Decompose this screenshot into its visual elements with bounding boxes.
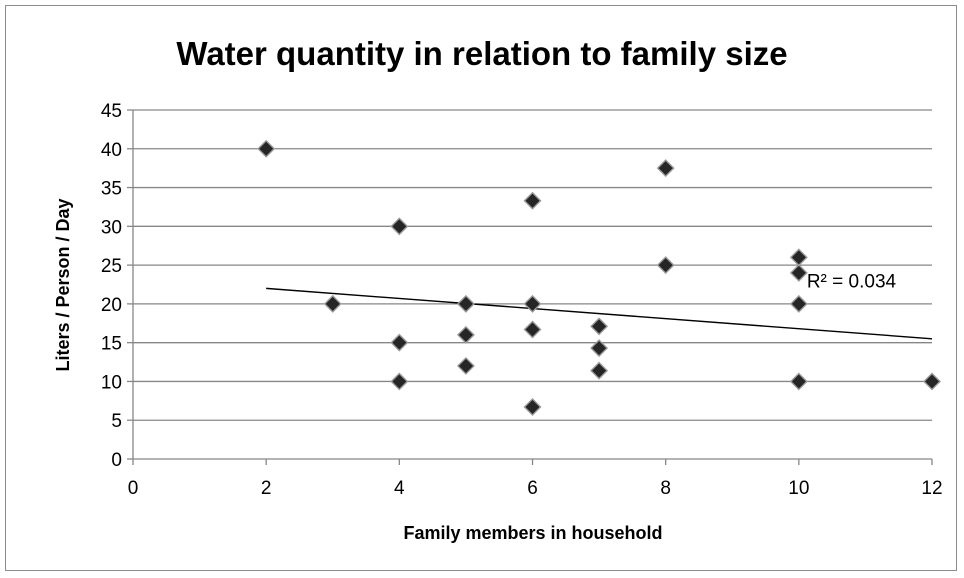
data-point <box>523 320 542 339</box>
data-point <box>523 191 542 210</box>
chart-title: Water quantity in relation to family siz… <box>176 35 787 72</box>
y-tick-label: 0 <box>111 450 122 471</box>
gridlines <box>127 109 932 460</box>
data-point <box>590 361 609 380</box>
data-point <box>590 317 609 336</box>
data-point <box>523 294 542 313</box>
r-squared-label: R² = 0.034 <box>807 271 897 292</box>
y-tick-label: 30 <box>101 217 122 238</box>
x-tick-label: 2 <box>261 478 272 499</box>
data-point <box>656 256 675 275</box>
trendline-group: R² = 0.034 <box>266 271 933 340</box>
data-points <box>257 139 941 417</box>
x-tick-label: 0 <box>128 478 139 499</box>
x-tick-label: 12 <box>921 478 942 499</box>
x-tick-label: 6 <box>527 478 538 499</box>
data-point <box>257 139 276 158</box>
data-point <box>789 263 808 282</box>
x-tick-label: 4 <box>394 478 405 499</box>
y-tick-label: 5 <box>111 411 122 432</box>
data-point <box>323 294 342 313</box>
data-point <box>923 372 941 391</box>
x-tick-label: 10 <box>788 478 809 499</box>
data-point <box>390 217 409 236</box>
y-tick-label: 35 <box>101 179 122 200</box>
y-tick-labels: 0 5 10 15 20 25 30 35 40 45 <box>101 101 122 471</box>
data-point <box>523 398 542 417</box>
x-tick-label: 8 <box>660 478 671 499</box>
x-tick-labels: 0 2 4 6 8 10 12 <box>128 478 943 499</box>
data-point <box>789 294 808 313</box>
axes <box>132 110 933 465</box>
x-axis-label: Family members in household <box>403 523 662 543</box>
data-point <box>390 333 409 352</box>
data-point <box>789 248 808 267</box>
y-tick-label: 40 <box>101 140 122 161</box>
y-tick-label: 10 <box>101 372 122 393</box>
data-point <box>590 339 609 358</box>
data-point <box>456 294 475 313</box>
y-tick-label: 15 <box>101 334 122 355</box>
y-tick-label: 25 <box>101 256 122 277</box>
y-tick-label: 45 <box>101 101 122 122</box>
y-axis-label: Liters / Person / Day <box>53 198 73 371</box>
data-point <box>390 372 409 391</box>
data-point <box>789 372 808 391</box>
trendline <box>266 287 933 340</box>
data-point <box>456 325 475 344</box>
chart-frame <box>5 5 957 571</box>
data-point <box>656 159 675 178</box>
y-tick-label: 20 <box>101 295 122 316</box>
data-point <box>456 356 475 375</box>
